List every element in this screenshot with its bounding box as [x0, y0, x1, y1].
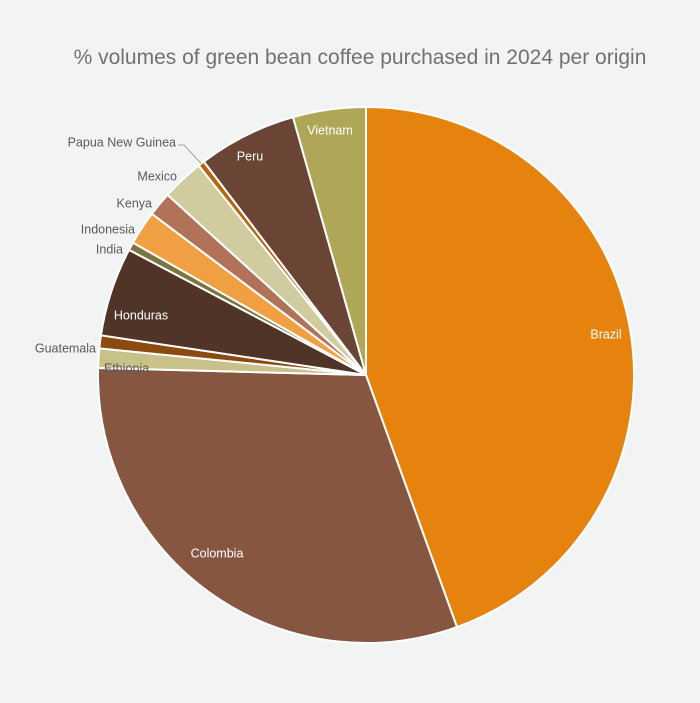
slice-label-ethiopia: Ethiopia	[104, 361, 149, 375]
slice-label-india: India	[96, 242, 123, 256]
slice-colombia[interactable]	[97, 367, 458, 645]
slice-labels: Brazil Colombia Ethiopia Guatemala Honduras I…	[35, 123, 622, 560]
leader-line-papua-new-guinea	[178, 144, 202, 164]
slice-vietnam[interactable]	[292, 106, 367, 376]
leader-lines	[178, 144, 202, 164]
slice-label-vietnam: Vietnam	[307, 123, 353, 137]
slice-label-honduras: Honduras	[114, 308, 168, 322]
slice-label-papua-new-guinea: Papua New Guinea	[68, 135, 176, 149]
slice-label-indonesia: Indonesia	[81, 222, 135, 236]
chart-title: % volumes of green bean coffee purchased…	[73, 46, 647, 69]
slice-brazil[interactable]	[365, 106, 636, 629]
slice-label-kenya: Kenya	[117, 196, 152, 210]
slice-label-colombia: Colombia	[191, 546, 244, 560]
slice-label-peru: Peru	[237, 149, 263, 163]
slice-label-mexico: Mexico	[137, 169, 177, 183]
slice-label-brazil: Brazil	[590, 327, 621, 341]
pie-slices	[97, 106, 636, 645]
slice-label-guatemala: Guatemala	[35, 341, 96, 355]
